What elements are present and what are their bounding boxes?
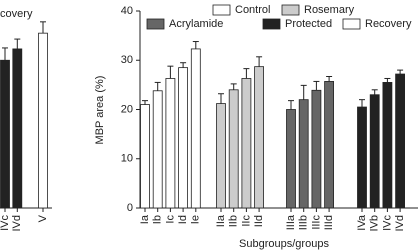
bar <box>395 73 406 209</box>
legend-swatch <box>212 4 231 16</box>
bar <box>382 82 393 209</box>
legend-swatch <box>281 4 300 16</box>
bar <box>152 90 163 209</box>
bar <box>286 109 296 209</box>
y-tick-label: 20 <box>121 103 133 115</box>
x-tick-label: IIIb <box>298 215 310 230</box>
x-tick-label: IIId <box>323 215 335 230</box>
x-tick-label: IIb <box>228 215 240 227</box>
y-tick-label: 30 <box>121 54 133 66</box>
bar <box>241 78 252 209</box>
x-tick-label: IIa <box>215 214 227 227</box>
bar <box>228 89 239 209</box>
bar <box>140 104 150 209</box>
x-tick-label: Id <box>177 215 189 224</box>
x-tick-label: Ie <box>190 215 202 224</box>
bar <box>311 89 322 209</box>
bar <box>298 99 309 209</box>
x-axis-label: Subgroups/groups <box>239 238 329 250</box>
bar <box>357 106 367 209</box>
legend-swatch <box>146 18 165 30</box>
y-axis-label: MBP area (%) <box>94 76 106 145</box>
bar <box>165 78 176 209</box>
bar <box>0 59 10 209</box>
bar <box>369 94 380 209</box>
y-tick-label: 0 <box>127 202 133 214</box>
bar <box>216 103 226 209</box>
x-tick-label: IVc <box>0 215 11 231</box>
x-tick-label: V <box>37 214 49 222</box>
x-tick-label: IVd <box>11 215 23 232</box>
legend-label: Acrylamide <box>169 18 223 30</box>
x-tick-label: Ib <box>152 215 164 224</box>
bar <box>324 81 335 209</box>
x-tick-label: IIIc <box>310 215 322 230</box>
x-tick-label: IIIa <box>285 214 297 230</box>
legend-swatch <box>262 18 281 30</box>
legend-label: Rosemary <box>304 4 355 16</box>
x-tick-label: IVb <box>369 215 381 232</box>
x-tick-label: IVc <box>381 215 393 231</box>
bar <box>254 66 265 209</box>
legend-label: Protected <box>285 18 332 30</box>
bar <box>178 67 189 209</box>
legend-label: Control <box>235 4 270 16</box>
x-tick-label: IIc <box>240 215 252 227</box>
y-tick-label: 40 <box>121 5 133 17</box>
legend-swatch <box>342 18 361 30</box>
x-tick-label: Ic <box>164 215 176 224</box>
legend-label: Recovery <box>0 8 33 20</box>
bar <box>38 32 48 209</box>
y-tick-label: 10 <box>121 153 133 165</box>
bar <box>190 48 201 209</box>
bar <box>12 48 23 209</box>
x-tick-label: Ia <box>139 214 151 224</box>
x-tick-label: IVa <box>356 214 368 231</box>
x-tick-label: IId <box>253 215 265 227</box>
legend-label: Recovery <box>365 18 412 30</box>
x-tick-label: IVd <box>394 215 406 232</box>
